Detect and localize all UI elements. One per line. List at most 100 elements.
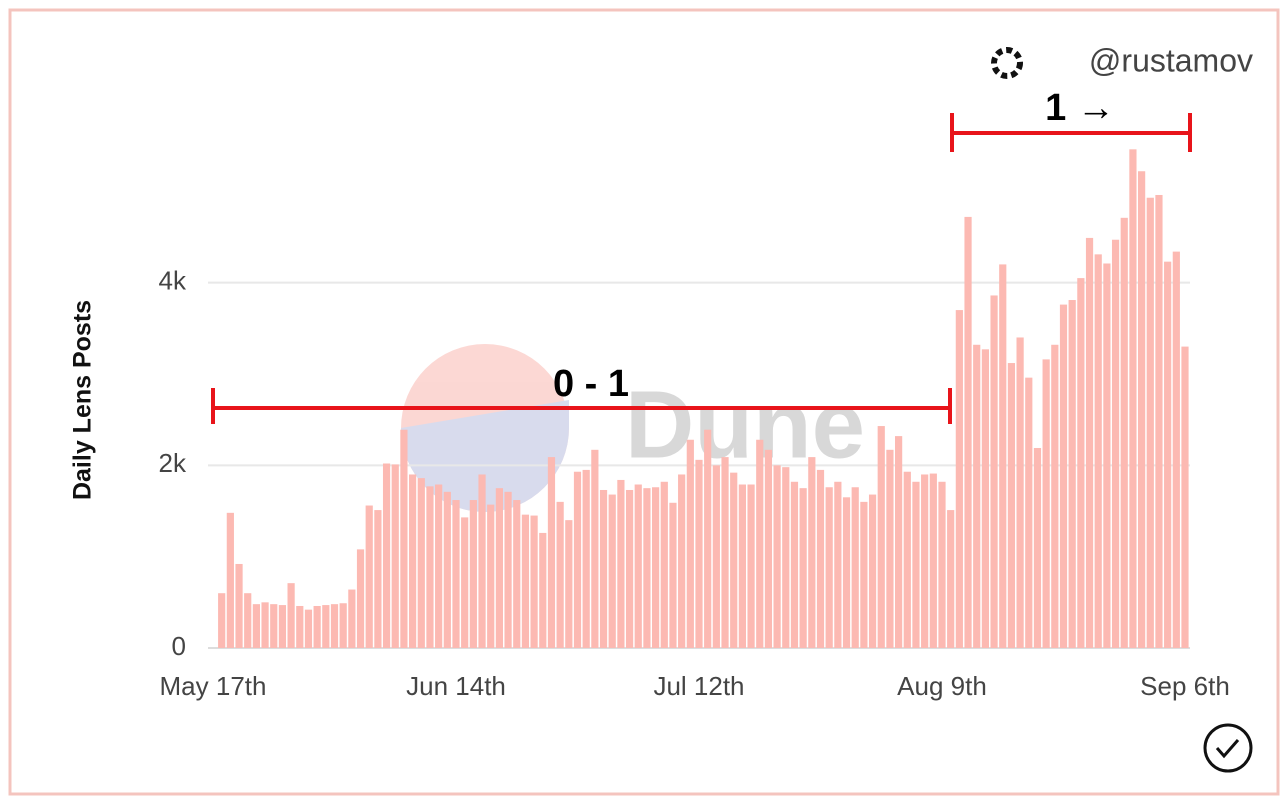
x-tick-label: May 17th	[160, 671, 267, 701]
bar	[782, 467, 790, 648]
bracket	[950, 113, 1192, 152]
bar	[808, 457, 816, 648]
bar	[764, 449, 773, 648]
bar	[573, 471, 582, 648]
bar	[1025, 377, 1033, 648]
bar	[730, 472, 738, 648]
bar	[1181, 346, 1189, 648]
bar	[1016, 337, 1024, 648]
bar	[565, 520, 573, 648]
bar	[608, 494, 616, 648]
bar	[964, 216, 972, 648]
bar	[591, 449, 599, 648]
bar	[1085, 237, 1094, 648]
bar	[1120, 217, 1128, 648]
bar	[461, 517, 469, 648]
bar	[1103, 263, 1111, 648]
bar	[799, 488, 807, 648]
bracket	[211, 388, 952, 424]
bar	[886, 449, 894, 648]
y-tick-label: 2k	[159, 448, 187, 478]
bar	[382, 463, 391, 648]
bar	[842, 497, 851, 648]
bar	[599, 489, 608, 648]
bar	[747, 484, 755, 648]
bar	[1007, 363, 1016, 648]
bar	[556, 501, 564, 648]
bar	[973, 344, 981, 648]
bar	[339, 603, 347, 648]
bar	[244, 593, 252, 648]
bar	[625, 489, 634, 648]
bar	[1051, 344, 1059, 648]
bar	[313, 605, 321, 648]
bar	[756, 439, 764, 648]
bar	[816, 469, 825, 648]
x-tick-label: Sep 6th	[1140, 671, 1230, 701]
x-tick-label: Jun 14th	[406, 671, 506, 701]
bar	[391, 464, 399, 648]
bar	[1033, 447, 1042, 648]
bar	[218, 593, 226, 648]
bar	[330, 604, 339, 648]
bar	[513, 500, 521, 648]
annotation: 1 →	[1045, 87, 1115, 129]
bar	[643, 488, 651, 648]
bar	[374, 510, 382, 648]
bar	[452, 500, 460, 648]
bar	[278, 605, 287, 648]
x-tick-label: Jul 12th	[653, 671, 744, 701]
check-icon	[1203, 723, 1253, 773]
bar	[296, 605, 304, 648]
bar	[1164, 261, 1172, 648]
bar	[851, 487, 859, 648]
bar	[617, 479, 625, 648]
bar	[877, 426, 885, 648]
bar	[287, 583, 295, 648]
bar	[695, 459, 703, 648]
bar	[868, 494, 877, 648]
bar	[469, 500, 477, 648]
bar	[495, 488, 503, 648]
bar	[322, 605, 330, 648]
bar	[1111, 239, 1120, 649]
watermark: Dune	[625, 371, 865, 478]
bar	[365, 505, 373, 648]
bar	[348, 589, 356, 648]
bar	[417, 478, 425, 648]
bar	[1077, 278, 1085, 648]
bar	[938, 481, 946, 648]
bar	[825, 487, 833, 648]
bar	[521, 514, 530, 648]
bar	[704, 429, 712, 648]
bar	[981, 349, 989, 648]
plot: 0 2k 4k May 17th Jun 14th Jul 12th Aug 9th Sep …	[159, 149, 1230, 701]
bar	[478, 474, 486, 648]
bar	[903, 471, 911, 648]
bar	[487, 504, 495, 648]
bar	[686, 439, 694, 648]
bar	[252, 604, 260, 648]
bar	[270, 604, 278, 648]
y-tick-label: 4k	[159, 266, 187, 296]
bar	[304, 609, 313, 648]
bar	[400, 429, 408, 648]
bar	[1172, 251, 1180, 648]
bar	[1094, 254, 1102, 648]
bar	[712, 465, 720, 648]
bar	[530, 515, 538, 648]
bar	[261, 602, 269, 648]
bar	[921, 474, 929, 648]
bar	[1146, 197, 1154, 648]
y-tick-label: 0	[172, 631, 186, 661]
bar	[435, 484, 443, 648]
bar	[929, 473, 937, 648]
bar	[990, 295, 998, 648]
bar	[1138, 171, 1146, 649]
bar	[634, 484, 642, 648]
watermark-logo	[401, 344, 569, 512]
bar	[226, 512, 234, 648]
bar	[539, 532, 547, 648]
bar	[912, 481, 920, 648]
bar	[1042, 359, 1050, 648]
